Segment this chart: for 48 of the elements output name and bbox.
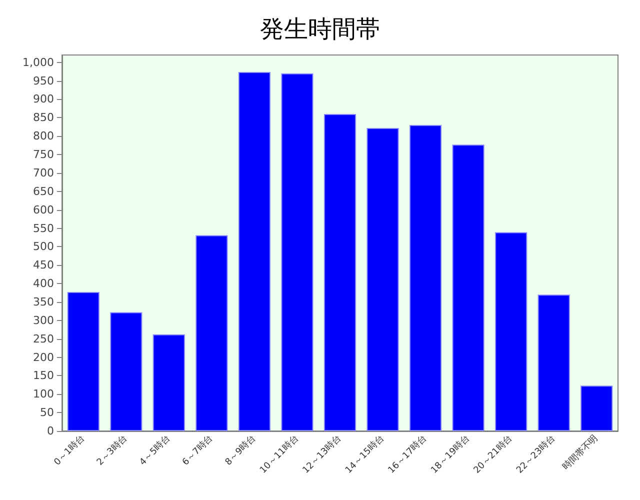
- x-tick-label: 12～13時台: [300, 432, 344, 476]
- x-tick-label: 8～9時台: [223, 432, 258, 468]
- y-tick-label: 800: [33, 130, 54, 143]
- y-tick-label: 1,000: [22, 56, 54, 69]
- y-tick-label: 650: [33, 184, 54, 198]
- y-tick-label: 200: [33, 350, 54, 364]
- y-tick-label: 0: [47, 424, 54, 438]
- y-tick-label: 450: [33, 258, 54, 272]
- bar: [324, 114, 356, 431]
- x-tick-label: 10～11時台: [258, 432, 301, 476]
- x-tick-label: 6～7時台: [180, 432, 216, 468]
- bar: [67, 292, 100, 431]
- y-tick-label: 150: [33, 369, 54, 382]
- y-tick-label: 850: [33, 111, 54, 124]
- y-tick-label: 300: [33, 314, 54, 327]
- bar: [281, 73, 314, 431]
- bar: [495, 232, 528, 431]
- y-tick-label: 900: [33, 92, 54, 106]
- x-tick-label: 16～17時台: [386, 432, 430, 476]
- bar: [538, 294, 570, 431]
- y-tick-label: 550: [33, 222, 54, 235]
- chart-title: 発生時間帯: [260, 15, 380, 43]
- x-tick-label: 0～1時台: [52, 432, 87, 468]
- x-tick-label: 時間帯不明: [560, 432, 600, 472]
- bar: [238, 72, 270, 431]
- y-tick-label: 250: [33, 332, 54, 346]
- bar: [410, 125, 442, 431]
- y-tick-label: 500: [33, 240, 54, 254]
- y-tick-label: 50: [40, 406, 54, 420]
- y-tick-label: 100: [33, 388, 54, 401]
- y-tick-label: 950: [33, 74, 54, 88]
- y-tick-label: 700: [33, 166, 54, 180]
- y-tick-label: 600: [33, 203, 54, 216]
- bar: [366, 128, 399, 431]
- bar: [110, 312, 142, 431]
- x-tick-label: 18～19時台: [428, 432, 472, 476]
- x-tick-label: 2～3時台: [94, 432, 130, 468]
- x-tick-label: 14～15時台: [343, 432, 386, 476]
- x-tick-label: 4～5時台: [138, 432, 172, 468]
- y-tick-label: 400: [33, 277, 54, 290]
- bar: [196, 235, 228, 431]
- y-tick-label: 350: [33, 295, 54, 308]
- bar: [452, 144, 484, 431]
- x-tick-label: 20～21時台: [472, 432, 515, 476]
- y-tick-label: 750: [33, 148, 54, 162]
- x-tick-label: 22～23時台: [514, 432, 558, 476]
- bar: [580, 386, 613, 431]
- bar: [152, 334, 185, 431]
